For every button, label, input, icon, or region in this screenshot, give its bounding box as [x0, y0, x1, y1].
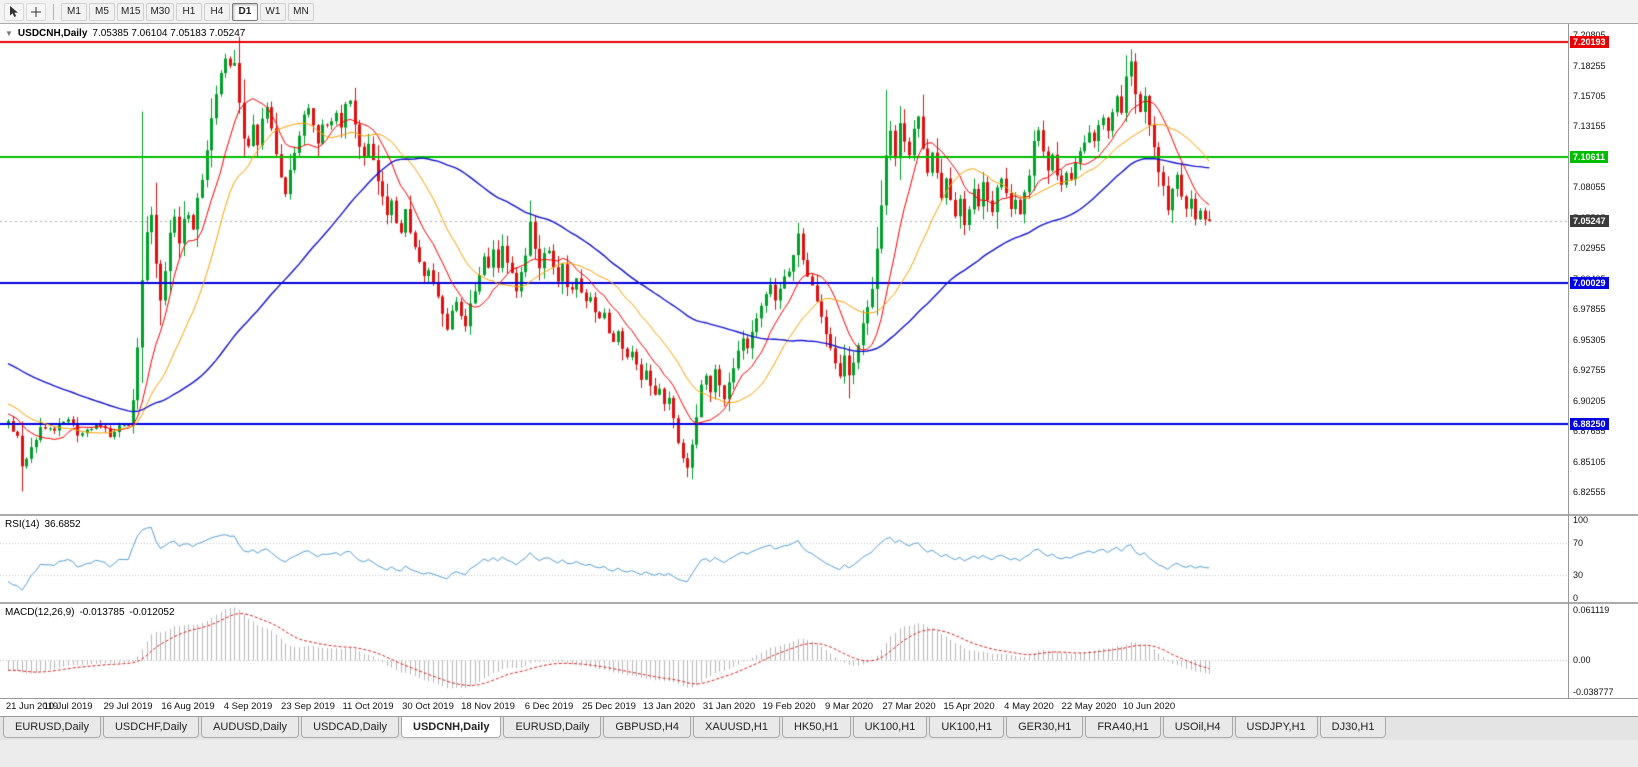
macd-signal-value: -0.012052: [129, 607, 175, 618]
panel-separator: [0, 514, 1638, 516]
rsi-tick-label: 30: [1573, 570, 1584, 580]
price-tick-label: 7.18255: [1573, 61, 1606, 71]
price-tick-label: 6.90205: [1573, 396, 1606, 406]
date-tick-label: 18 Nov 2019: [461, 701, 515, 712]
date-tick-label: 11 Oct 2019: [342, 701, 394, 712]
chart-tab[interactable]: HK50,H1: [781, 717, 851, 738]
rsi-title: RSI(14) 36.6852: [5, 519, 81, 530]
hline-price-label: 7.00029: [1570, 277, 1609, 289]
date-tick-label: 13 Jan 2020: [642, 701, 696, 712]
tf-button-h1[interactable]: H1: [175, 2, 202, 21]
rsi-label: RSI(14): [5, 519, 40, 530]
chart-tab[interactable]: GBPUSD,H4: [603, 717, 691, 738]
crosshair-icon[interactable]: [26, 2, 46, 21]
date-tick-label: 15 Apr 2020: [943, 701, 995, 712]
macd-main-value: -0.013785: [79, 607, 125, 618]
price-tick-label: 6.97855: [1573, 304, 1606, 314]
chart-tab[interactable]: AUDUSD,Daily: [201, 717, 300, 738]
ohlc-values: 7.05385 7.06104 7.05183 7.05247: [92, 28, 246, 39]
date-tick-label: 10 Jun 2020: [1122, 701, 1176, 712]
date-tick-label: 22 May 2020: [1061, 701, 1117, 712]
price-tick-label: 7.02955: [1573, 243, 1606, 253]
chart-tab[interactable]: DJ30,H1: [1319, 717, 1387, 738]
price-tick-label: 7.08055: [1573, 182, 1606, 192]
tf-button-m15[interactable]: M15: [117, 2, 145, 21]
macd-indicator-chart[interactable]: [0, 604, 1568, 698]
chart-tab[interactable]: USOil,H4: [1162, 717, 1233, 738]
macd-label: MACD(12,26,9): [5, 607, 75, 618]
main-price-chart[interactable]: [0, 24, 1568, 514]
macd-tick-label: 0.00: [1573, 655, 1591, 665]
chart-tab[interactable]: FRA40,H1: [1085, 717, 1161, 738]
tf-button-m30[interactable]: M30: [146, 2, 174, 21]
price-tick-label: 6.85105: [1573, 457, 1606, 467]
price-tick-label: 6.92755: [1573, 365, 1606, 375]
cursor-icon[interactable]: [4, 2, 24, 21]
chart-tab[interactable]: USDCAD,Daily: [301, 717, 400, 738]
date-tick-label: 25 Dec 2019: [582, 701, 636, 712]
date-tick-label: 4 May 2020: [1004, 701, 1054, 712]
chart-tab[interactable]: USDCNH,Daily: [401, 717, 502, 738]
rsi-tick-label: 70: [1573, 538, 1584, 548]
tf-button-m1[interactable]: M1: [61, 2, 87, 21]
rsi-value: 36.6852: [44, 519, 81, 530]
price-tick-label: 7.15705: [1573, 91, 1606, 101]
price-tick-label: 7.20805: [1573, 30, 1606, 40]
collapse-icon[interactable]: ▼: [5, 29, 13, 38]
chart-tab[interactable]: USDJPY,H1: [1234, 717, 1318, 738]
current-price-label: 7.05247: [1570, 215, 1609, 227]
date-tick-label: 23 Sep 2019: [281, 701, 335, 712]
macd-tick-label: -0.038777: [1573, 687, 1614, 697]
chart-tab[interactable]: USDCHF,Daily: [102, 717, 200, 738]
price-axis-border: [1568, 24, 1569, 698]
chart-tab[interactable]: EURUSD,Daily: [503, 717, 602, 738]
panel-separator: [0, 602, 1638, 604]
toolbar-separator: [53, 3, 54, 20]
rsi-tick-label: 0: [1573, 593, 1579, 603]
chart-tab[interactable]: UK100,H1: [929, 717, 1005, 738]
symbol-label: USDCNH,Daily: [17, 28, 88, 39]
date-tick-label: 10 Jul 2019: [43, 701, 93, 712]
tf-button-h4[interactable]: H4: [203, 2, 230, 21]
date-tick-label: 21 Jun 2019: [5, 701, 59, 712]
chart-tab-bar: EURUSD,Daily USDCHF,Daily AUDUSD,Daily USDC…: [0, 716, 1638, 740]
price-tick-label: 6.87655: [1573, 426, 1606, 436]
rsi-indicator-chart[interactable]: [0, 516, 1568, 602]
tf-button-w1[interactable]: W1: [259, 2, 286, 21]
price-tick-label: 6.82555: [1573, 487, 1606, 497]
date-tick-label: 9 Mar 2020: [824, 701, 874, 712]
status-strip: [0, 740, 1638, 767]
date-tick-label: 31 Jan 2020: [702, 701, 756, 712]
rsi-tick-label: 100: [1573, 515, 1589, 525]
macd-title: MACD(12,26,9) -0.013785 -0.012052: [5, 607, 175, 618]
tf-button-m5[interactable]: M5: [89, 2, 115, 21]
tf-button-mn[interactable]: MN: [287, 2, 314, 21]
date-tick-label: 30 Oct 2019: [402, 701, 454, 712]
price-tick-label: 6.95305: [1573, 335, 1606, 345]
timeframe-buttons: M1 M5 M15 M30 H1 H4 D1 W1 MN: [61, 2, 314, 21]
hline-price-label: 6.88250: [1570, 418, 1609, 430]
date-tick-label: 16 Aug 2019: [161, 701, 215, 712]
chart-tab[interactable]: UK100,H1: [852, 717, 928, 738]
date-tick-label: 4 Sep 2019: [223, 701, 273, 712]
date-tick-label: 6 Dec 2019: [524, 701, 574, 712]
macd-tick-label: 0.061119: [1573, 605, 1610, 615]
tf-button-d1[interactable]: D1: [231, 2, 258, 21]
hline-price-label: 7.10611: [1570, 151, 1609, 163]
time-axis-border: [0, 698, 1638, 699]
chart-tab[interactable]: EURUSD,Daily: [3, 717, 101, 738]
date-tick-label: 19 Feb 2020: [762, 701, 816, 712]
chart-title: ▼ USDCNH,Daily 7.05385 7.06104 7.05183 7…: [5, 28, 245, 39]
price-tick-label: 7.13155: [1573, 121, 1606, 131]
chart-tab[interactable]: GER30,H1: [1006, 717, 1084, 738]
hline-price-label: 7.20193: [1570, 36, 1609, 48]
date-tick-label: 27 Mar 2020: [882, 701, 936, 712]
date-tick-label: 29 Jul 2019: [103, 701, 153, 712]
top-toolbar: M1 M5 M15 M30 H1 H4 D1 W1 MN: [0, 0, 1638, 24]
chart-tab[interactable]: XAUUSD,H1: [692, 717, 780, 738]
